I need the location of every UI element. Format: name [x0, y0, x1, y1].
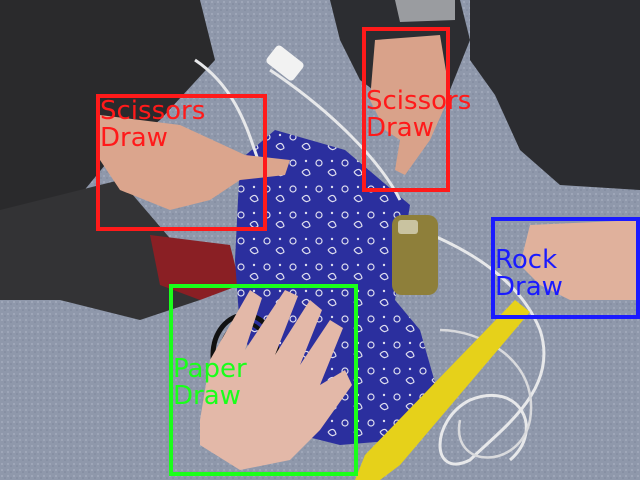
- hand-scissors-left: [100, 115, 290, 210]
- person-right-body: [470, 0, 640, 190]
- red-shoe: [150, 235, 240, 300]
- hand-paper: [200, 290, 352, 470]
- detection-box-scissors-top: Scissors Draw: [362, 27, 471, 192]
- hand-scissors-top: [370, 35, 450, 175]
- result-label: Draw: [495, 272, 563, 302]
- result-label: Draw: [173, 381, 241, 411]
- result-label: Draw: [366, 113, 434, 143]
- detection-label: Scissors Draw: [366, 88, 471, 142]
- white-cable: [194, 58, 546, 466]
- bottle: [392, 215, 438, 295]
- gesture-label: Rock: [495, 245, 558, 275]
- gesture-label: Paper: [173, 354, 247, 384]
- detection-box-rock: Rock Draw: [491, 217, 640, 319]
- detection-box-scissors-left: Scissors Draw: [96, 94, 267, 231]
- hand-rock: [520, 220, 640, 300]
- yellow-bat: [355, 300, 530, 480]
- result-label: Draw: [100, 123, 168, 153]
- grey-shirt: [395, 0, 455, 22]
- gesture-label: Scissors: [100, 96, 206, 126]
- detection-label: Paper Draw: [173, 356, 247, 410]
- detection-box-paper: Paper Draw: [169, 284, 358, 476]
- detection-label: Rock Draw: [495, 247, 563, 301]
- detection-label: Scissors Draw: [100, 98, 205, 152]
- usb-plug: [266, 45, 304, 81]
- person-left-leg: [0, 180, 200, 320]
- gesture-label: Scissors: [366, 86, 472, 116]
